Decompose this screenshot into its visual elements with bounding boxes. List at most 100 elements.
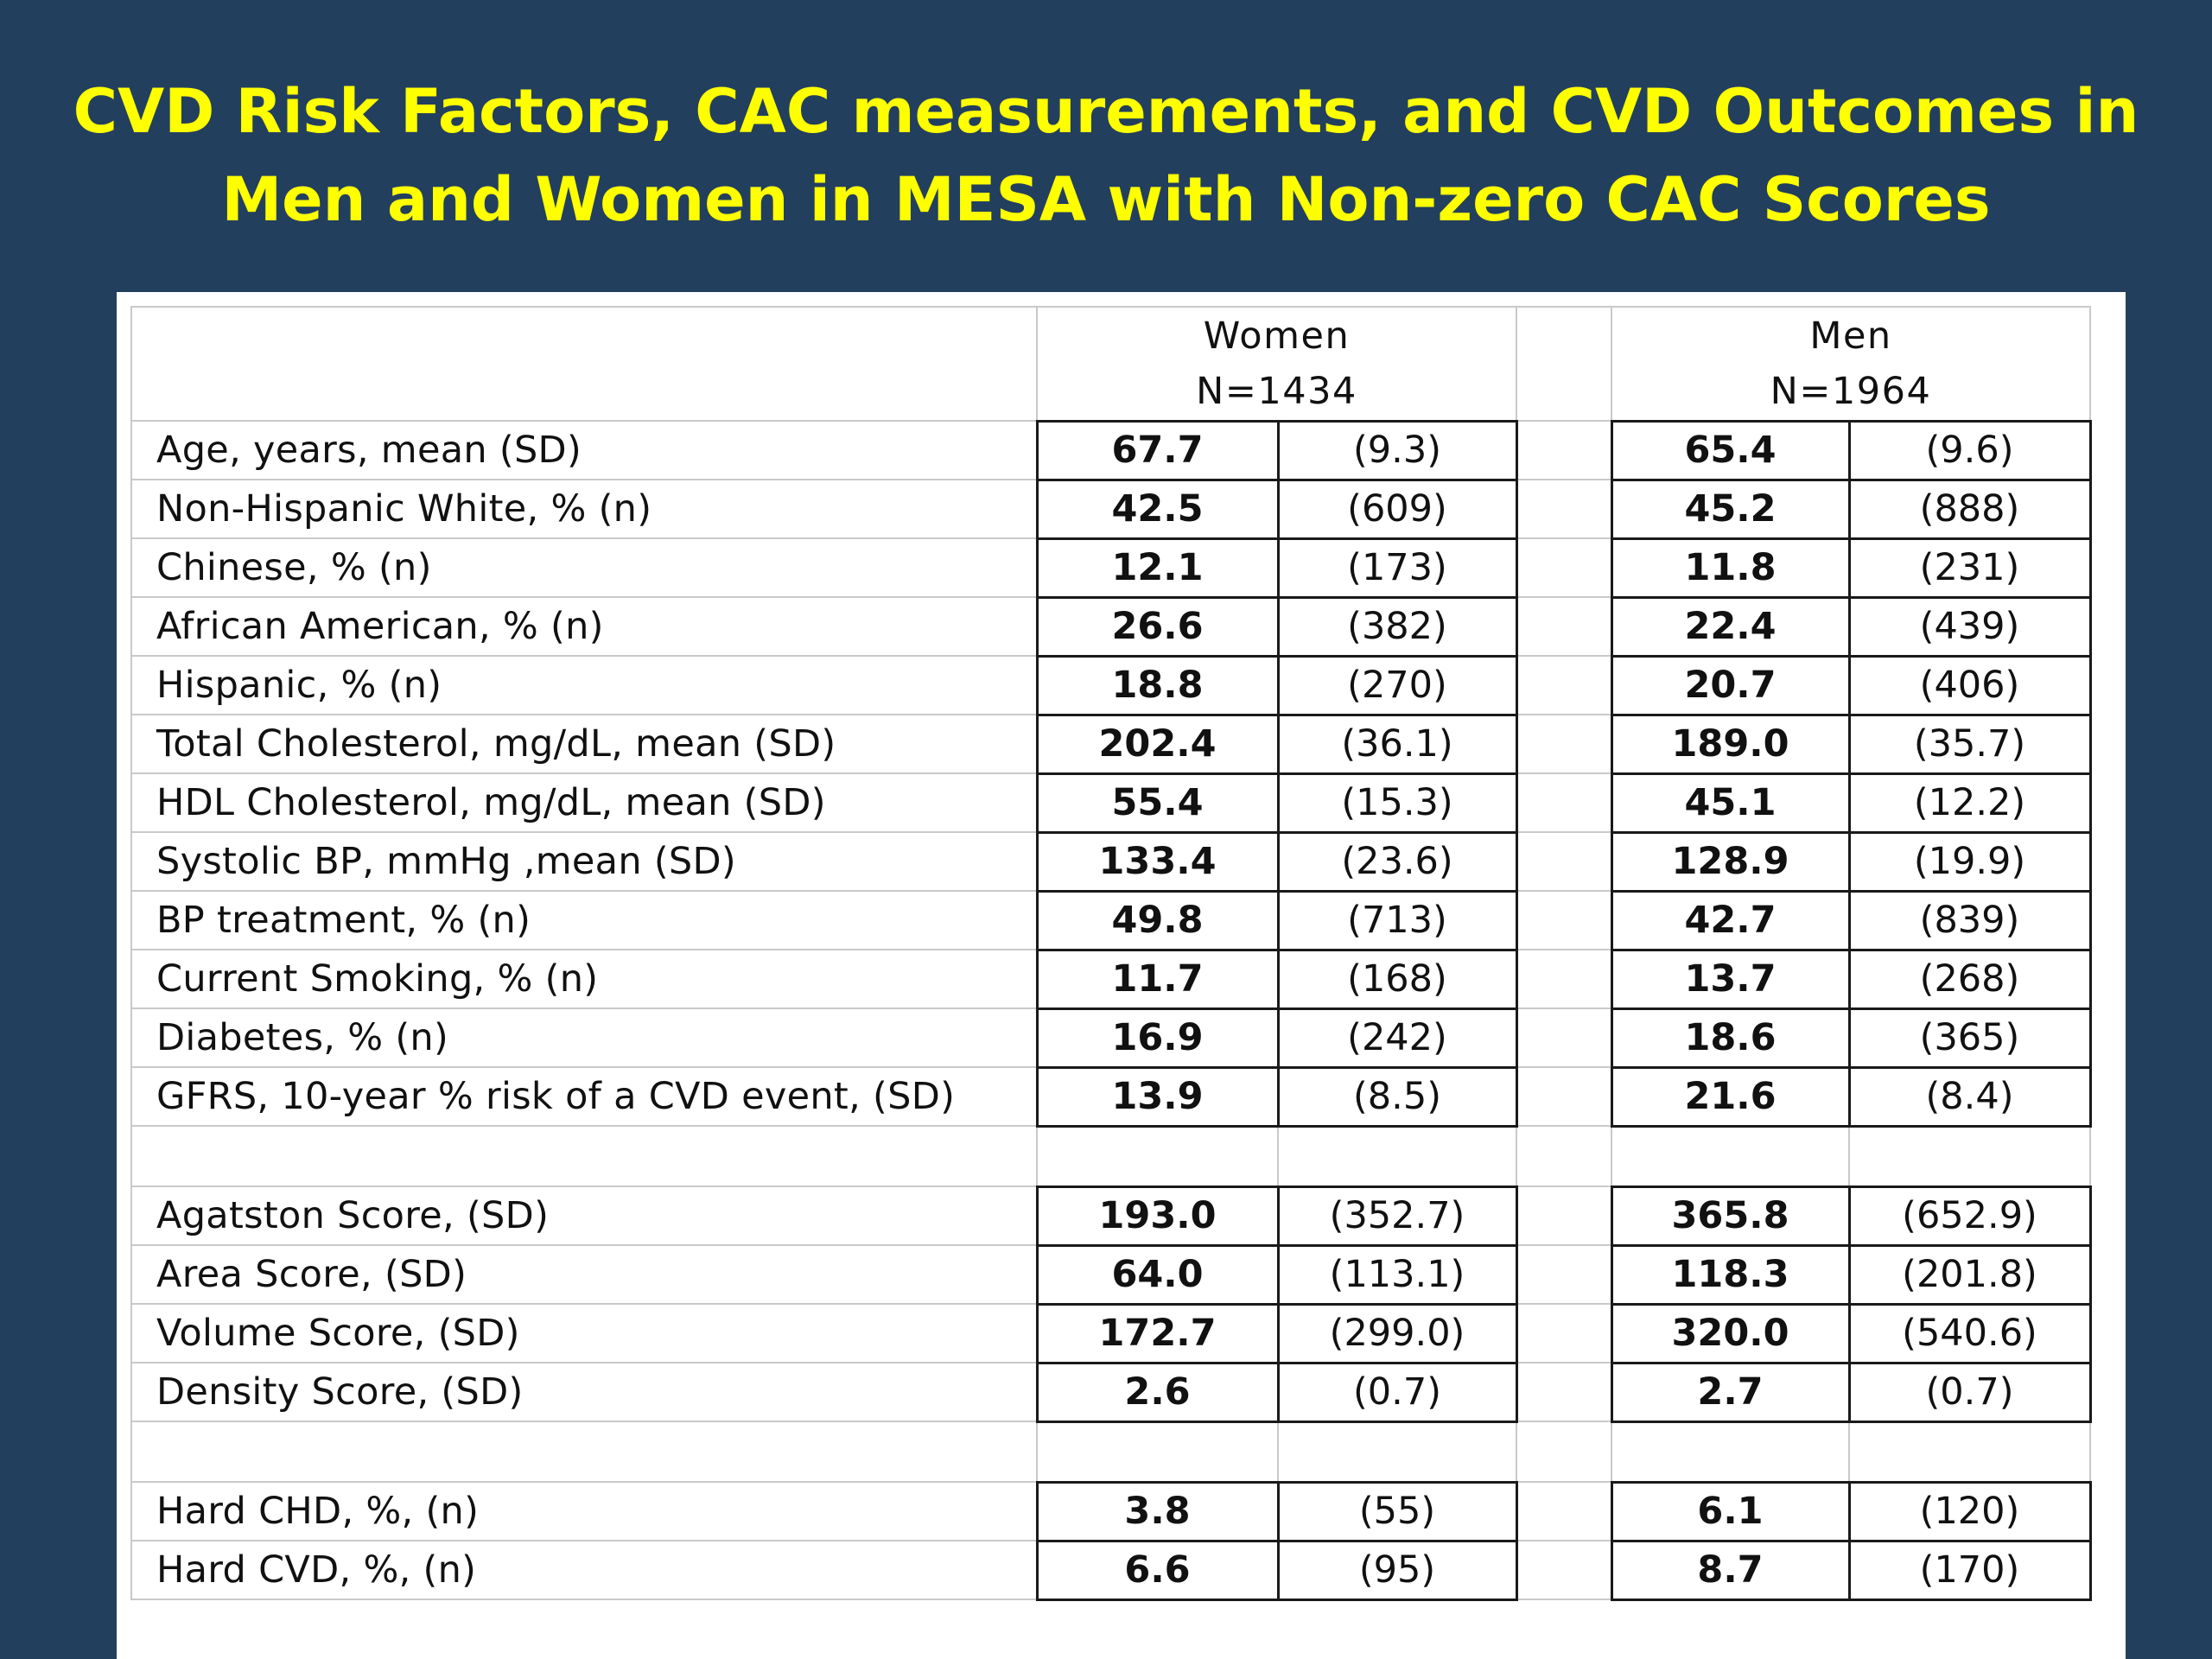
women-value: 67.7 xyxy=(1035,419,1280,481)
table-row: Hard CVD, %, (n) 6.6 (95) 8.7 (170) xyxy=(130,1539,2092,1601)
table-row: Density Score, (SD) 2.6 (0.7) 2.7 (0.7) xyxy=(130,1361,2092,1423)
row-label: HDL Cholesterol, mg/dL, mean (SD) xyxy=(130,772,1038,833)
table-row: Area Score, (SD) 64.0 (113.1) 118.3 (201.8) xyxy=(130,1243,2092,1306)
table-row: HDL Cholesterol, mg/dL, mean (SD) 55.4 (15… xyxy=(130,772,2092,834)
spacer-cell xyxy=(130,1421,1038,1483)
gap-cell xyxy=(1516,1066,1612,1127)
table-row: Hispanic, % (n) 18.8 (270) 20.7 (406) xyxy=(130,654,2092,716)
row-label: Chinese, % (n) xyxy=(130,537,1038,598)
women-value: 12.1 xyxy=(1035,537,1280,599)
men-value: 13.7 xyxy=(1610,948,1851,1010)
women-value: 26.6 xyxy=(1035,595,1280,658)
gap-cell xyxy=(1516,655,1612,715)
row-label: African American, % (n) xyxy=(130,596,1038,657)
table-row: Systolic BP, mmHg ,mean (SD) 133.4 (23.6) 1… xyxy=(130,830,2092,893)
men-value: 6.1 xyxy=(1610,1480,1851,1542)
gap-cell xyxy=(1516,1007,1612,1068)
spacer-cell xyxy=(1848,1421,2091,1483)
table-body: Women N=1434 Men N=1964 Age, years, mean… xyxy=(130,306,2092,1601)
spacer-cell xyxy=(1516,1125,1612,1187)
women-sd: (242) xyxy=(1276,1007,1518,1069)
women-value: 6.6 xyxy=(1035,1539,1280,1601)
table-row: BP treatment, % (n) 49.8 (713) 42.7 (839) xyxy=(130,889,2092,951)
men-sd: (231) xyxy=(1847,537,2092,599)
men-sd: (268) xyxy=(1847,948,2092,1010)
men-value: 320.0 xyxy=(1610,1302,1851,1364)
women-value: 42.5 xyxy=(1035,478,1280,540)
men-value: 128.9 xyxy=(1610,830,1851,893)
women-value: 49.8 xyxy=(1035,889,1280,951)
row-label: Current Smoking, % (n) xyxy=(130,949,1038,1009)
row-label: Hard CHD, %, (n) xyxy=(130,1481,1038,1541)
spacer-cell xyxy=(130,1125,1038,1187)
women-value: 64.0 xyxy=(1035,1243,1280,1306)
women-value: 133.4 xyxy=(1035,830,1280,893)
men-sd: (0.7) xyxy=(1847,1361,2092,1423)
men-value: 22.4 xyxy=(1610,595,1851,658)
women-sd: (0.7) xyxy=(1276,1361,1518,1423)
slide-title-line-1: CVD Risk Factors, CAC measurements, and … xyxy=(73,76,2139,147)
group-header-men: Men N=1964 xyxy=(1611,306,2091,422)
group-n: N=1434 xyxy=(1196,369,1357,413)
women-sd: (15.3) xyxy=(1276,772,1518,834)
table-row: Agatston Score, (SD) 193.0 (352.7) 365.8 (65… xyxy=(130,1185,2092,1247)
women-value: 3.8 xyxy=(1035,1480,1280,1542)
gap-cell xyxy=(1516,714,1612,774)
slide-title: CVD Risk Factors, CAC measurements, and … xyxy=(0,67,2212,244)
women-sd: (352.7) xyxy=(1276,1185,1518,1247)
table-row: Hard CHD, %, (n) 3.8 (55) 6.1 (120) xyxy=(130,1480,2092,1542)
spacer-cell xyxy=(1848,1125,2091,1187)
row-label: Area Score, (SD) xyxy=(130,1244,1038,1305)
gap-cell xyxy=(1516,1185,1612,1246)
row-label: Total Cholesterol, mg/dL, mean (SD) xyxy=(130,714,1038,774)
women-sd: (713) xyxy=(1276,889,1518,951)
men-sd: (12.2) xyxy=(1847,772,2092,834)
spacer-cell xyxy=(1277,1125,1517,1187)
row-label: Agatston Score, (SD) xyxy=(130,1185,1038,1246)
women-sd: (299.0) xyxy=(1276,1302,1518,1364)
men-sd: (839) xyxy=(1847,889,2092,951)
group-header-women: Women N=1434 xyxy=(1036,306,1517,422)
spacer-cell xyxy=(1036,1421,1279,1483)
men-value: 45.2 xyxy=(1610,478,1851,540)
women-value: 13.9 xyxy=(1035,1065,1280,1128)
row-label: Non-Hispanic White, % (n) xyxy=(130,479,1038,539)
men-sd: (439) xyxy=(1847,595,2092,658)
gap-cell xyxy=(1516,420,1612,480)
row-label: Density Score, (SD) xyxy=(130,1362,1038,1422)
men-sd: (35.7) xyxy=(1847,713,2092,775)
men-value: 11.8 xyxy=(1610,537,1851,599)
row-label: Systolic BP, mmHg ,mean (SD) xyxy=(130,831,1038,892)
row-label: Volume Score, (SD) xyxy=(130,1303,1038,1363)
women-value: 172.7 xyxy=(1035,1302,1280,1364)
women-sd: (8.5) xyxy=(1276,1065,1518,1128)
row-label: Hard CVD, %, (n) xyxy=(130,1540,1038,1600)
table-row: GFRS, 10-year % risk of a CVD event, (SD… xyxy=(130,1065,2092,1128)
men-value: 20.7 xyxy=(1610,654,1851,716)
table-row: Total Cholesterol, mg/dL, mean (SD) 202.4… xyxy=(130,713,2092,775)
men-sd: (365) xyxy=(1847,1007,2092,1069)
men-sd: (19.9) xyxy=(1847,830,2092,893)
women-value: 18.8 xyxy=(1035,654,1280,716)
group-label: Men xyxy=(1809,314,1892,358)
gap-cell xyxy=(1516,1362,1612,1422)
row-label: Diabetes, % (n) xyxy=(130,1007,1038,1068)
group-n: N=1964 xyxy=(1770,369,1932,413)
women-sd: (270) xyxy=(1276,654,1518,716)
men-sd: (652.9) xyxy=(1847,1185,2092,1247)
gap-cell xyxy=(1516,1540,1612,1600)
gap-cell xyxy=(1516,537,1612,598)
spacer-row xyxy=(130,1421,2091,1483)
women-sd: (173) xyxy=(1276,537,1518,599)
men-value: 42.7 xyxy=(1610,889,1851,951)
gap-cell xyxy=(1516,1481,1612,1541)
gap-cell xyxy=(1516,306,1612,422)
women-sd: (23.6) xyxy=(1276,830,1518,893)
men-value: 8.7 xyxy=(1610,1539,1851,1601)
men-value: 18.6 xyxy=(1610,1007,1851,1069)
men-sd: (120) xyxy=(1847,1480,2092,1542)
data-table: Women N=1434 Men N=1964 Age, years, mean… xyxy=(130,306,2092,1601)
women-sd: (95) xyxy=(1276,1539,1518,1601)
slide-title-line-2: Men and Women in MESA with Non-zero CAC … xyxy=(221,164,1991,235)
gap-cell xyxy=(1516,831,1612,892)
